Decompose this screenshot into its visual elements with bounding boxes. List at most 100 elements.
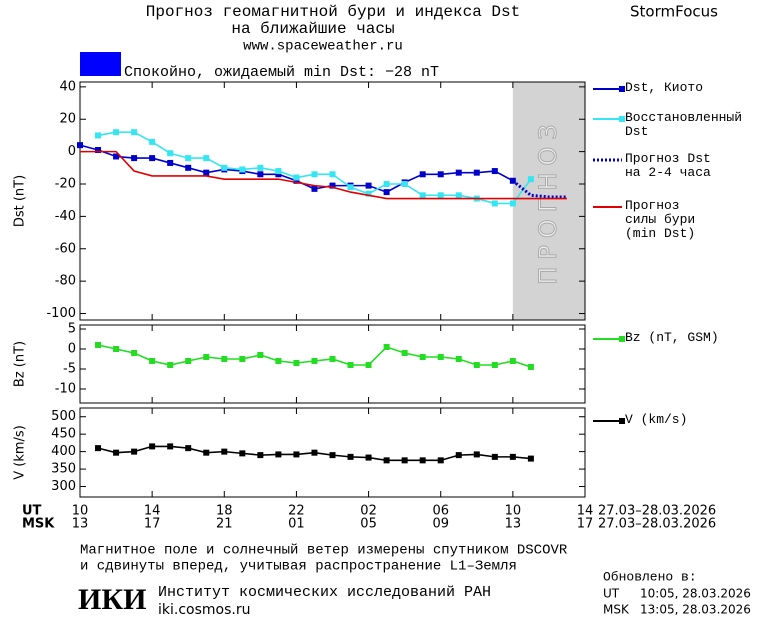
x-tick-label-msk: 13: [505, 517, 522, 532]
series-marker: [275, 168, 282, 175]
series-marker: [257, 352, 264, 358]
series-marker: [473, 169, 480, 176]
series-marker: [473, 362, 480, 368]
series-marker: [203, 449, 210, 456]
status-box: [80, 52, 121, 76]
series-marker: [509, 358, 516, 364]
x-tick-label-msk: 09: [432, 517, 449, 532]
series-marker: [383, 457, 390, 464]
series-marker: [491, 200, 498, 207]
x-tick-label-msk: 21: [216, 517, 233, 532]
legend-label: Прогноз силы бури (min Dst): [625, 198, 696, 241]
series-marker: [401, 181, 408, 187]
legend-marker: [619, 336, 625, 342]
series-marker: [293, 360, 300, 366]
series-marker: [347, 362, 354, 368]
x-tick-label: 02: [360, 504, 377, 519]
series-marker: [77, 142, 83, 149]
series-marker: [455, 192, 462, 199]
series-marker: [257, 452, 264, 459]
logo: ИКИ: [78, 583, 146, 616]
legend-label: Прогноз Dst на 2-4 часа: [625, 151, 711, 180]
plot-frame: [79, 81, 586, 321]
title: Прогноз геомагнитной бури и индекса Dst: [146, 3, 520, 21]
series-marker: [221, 164, 228, 171]
legend-label: Dst, Киото: [625, 80, 704, 95]
y-tick-label: 40: [59, 79, 76, 94]
series-marker: [329, 356, 336, 362]
series-marker: [203, 354, 210, 360]
series-marker: [275, 171, 282, 178]
series-marker: [131, 155, 138, 162]
series-marker: [239, 166, 246, 173]
y-tick-label: -60: [55, 241, 76, 256]
updated-time: 10:05, 28.03.2026: [640, 587, 751, 601]
x-tick-label-msk: 05: [360, 517, 377, 532]
series-marker: [419, 354, 426, 360]
series-marker: [365, 190, 372, 197]
series-marker: [221, 448, 228, 455]
updated-zone: MSK: [603, 603, 630, 617]
series-marker: [113, 449, 120, 456]
plot-frame: [79, 324, 586, 404]
subtitle: на ближайшие часы: [231, 20, 394, 38]
series-marker: [293, 451, 300, 458]
x-date-label: 27.03–28.03.2026: [598, 517, 716, 532]
url: www.spaceweather.ru: [243, 39, 403, 55]
footer-note: и сдвинуты вперед, учитывая распростране…: [80, 559, 517, 575]
series-marker: [509, 453, 516, 460]
series-marker: [203, 155, 210, 162]
x-tick-label: 14: [577, 504, 594, 519]
series-marker: [185, 358, 192, 364]
x-tick-label: 10: [72, 504, 89, 519]
series-marker: [401, 457, 408, 464]
series-marker: [329, 171, 336, 178]
y-tick-label: 350: [51, 462, 76, 477]
series-marker: [149, 443, 156, 450]
series-marker: [131, 350, 138, 356]
series-marker: [311, 358, 318, 364]
series-marker: [311, 449, 318, 456]
y-tick-label: -20: [55, 177, 76, 192]
series-marker: [221, 356, 228, 362]
series-marker: [95, 132, 102, 139]
series-marker: [527, 455, 534, 462]
series-marker: [167, 159, 174, 166]
series-marker: [437, 171, 444, 178]
x-tick-label-msk: 13: [72, 517, 89, 532]
series-marker: [365, 362, 372, 368]
x-tick-label: 18: [216, 504, 233, 519]
y-axis-label: Bz (nT): [13, 341, 28, 387]
series-line: [97, 131, 532, 205]
series-marker: [203, 169, 210, 176]
legend-label: Bz (nT, GSM): [625, 330, 719, 345]
series-marker: [95, 342, 102, 348]
series-marker: [509, 200, 516, 207]
series-marker: [419, 171, 426, 178]
y-tick-label: 400: [51, 444, 76, 459]
updated-title: Обновлено в:: [603, 569, 697, 584]
series-marker: [347, 184, 354, 191]
series-marker: [365, 454, 372, 461]
legend-marker: [619, 418, 625, 424]
series-marker: [149, 358, 156, 364]
y-tick-label: 450: [51, 427, 76, 442]
series-marker: [131, 448, 138, 455]
series-marker: [383, 181, 390, 187]
series-marker: [491, 453, 498, 460]
series-line: [511, 179, 567, 199]
series-marker: [401, 350, 408, 356]
series-marker: [383, 189, 390, 196]
y-tick-label: 0: [68, 342, 76, 357]
series-marker: [185, 445, 192, 452]
legend-label: Восстановленный Dst: [625, 110, 743, 139]
status: Спокойно, ожидаемый min Dst: −28 nT: [124, 64, 439, 81]
brand: StormFocus: [630, 3, 718, 21]
y-tick-label: -40: [55, 209, 76, 224]
x-date-label: 27.03–28.03.2026: [598, 504, 716, 519]
series-marker: [491, 362, 498, 368]
series-marker: [95, 445, 102, 452]
series-marker: [491, 168, 498, 175]
series-marker: [527, 176, 534, 183]
x-tick-label-msk: 17: [577, 517, 594, 532]
